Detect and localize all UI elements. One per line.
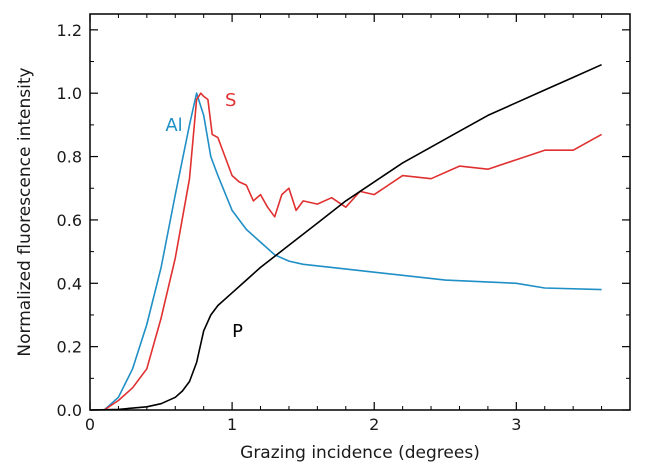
y-tick-label: 1.0 xyxy=(57,84,82,103)
axis-ticks: 0 1 2 3 0.0 0.2 0.4 0.6 0.8 1.0 1.2 xyxy=(57,14,630,434)
x-tick-label: 2 xyxy=(369,415,379,434)
plot-frame xyxy=(89,13,631,411)
series-label-al: Al xyxy=(165,115,182,136)
x-tick-label: 3 xyxy=(511,415,521,434)
x-tick-label: 1 xyxy=(227,415,237,434)
y-tick-label: 1.2 xyxy=(57,21,82,40)
y-tick-label: 0.0 xyxy=(57,401,82,420)
y-tick-label: 0.4 xyxy=(57,274,82,293)
series-label-s: S xyxy=(225,90,236,111)
y-tick-label: 0.2 xyxy=(57,338,82,357)
series-line-s xyxy=(103,92,602,411)
series-line-al xyxy=(103,92,602,411)
y-tick-label: 0.8 xyxy=(57,148,82,167)
y-axis-title: Normalized fluorescence intensity xyxy=(15,67,35,356)
series-label-p: P xyxy=(232,321,243,342)
series-line-p xyxy=(89,63,602,411)
y-tick-label: 0.6 xyxy=(57,211,82,230)
x-tick-label: 0 xyxy=(85,415,95,434)
series-layer: Al S P xyxy=(89,63,602,411)
x-axis-title: Grazing incidence (degrees) xyxy=(240,443,480,463)
